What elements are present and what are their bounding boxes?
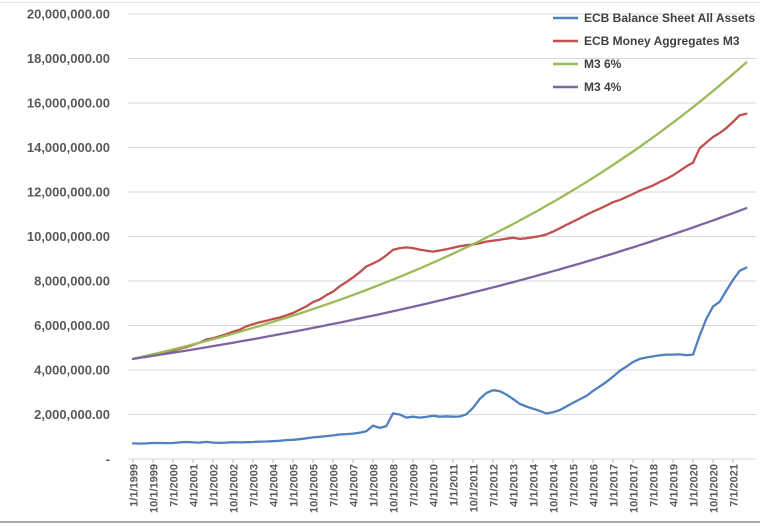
y-axis-label: 4,000,000.00	[34, 363, 110, 378]
legend-item-ecb-money-aggregates-m3[interactable]: ECB Money Aggregates M3	[553, 34, 740, 48]
x-axis-label: 4/1/2007	[349, 464, 361, 507]
x-axis-label: 10/1/2008	[389, 464, 401, 513]
x-axis-label: 7/1/2015	[569, 464, 581, 507]
y-axis-label: 14,000,000.00	[27, 140, 110, 155]
y-axis-label: 12,000,000.00	[27, 185, 110, 200]
y-axis-label: 6,000,000.00	[34, 318, 110, 333]
y-axis-label: 2,000,000.00	[34, 407, 110, 422]
x-axis-label: 7/1/2012	[489, 464, 501, 507]
x-axis-label: 4/1/2016	[589, 464, 601, 507]
x-axis-label: 1/1/2017	[609, 464, 621, 507]
series-line-m3-6	[131, 61, 748, 361]
x-axis-label: 1/1/2011	[449, 464, 461, 506]
x-axis-label: 4/1/2013	[509, 464, 521, 507]
x-axis-label: 1/1/2020	[689, 464, 701, 507]
x-axis-label: 10/1/2014	[549, 463, 561, 513]
x-axis-label: 10/1/2011	[469, 464, 481, 512]
x-axis-label: 7/1/2021	[729, 464, 741, 507]
x-axis-label: 10/1/2005	[309, 464, 321, 513]
x-axis-label: 1/1/1999	[129, 464, 141, 507]
x-axis-label: 4/1/2019	[669, 464, 681, 507]
y-axis-label: 20,000,000.00	[27, 7, 110, 22]
x-axis-label: 10/1/1999	[149, 464, 161, 513]
x-axis-label: 10/1/2002	[229, 464, 241, 513]
y-axis-label: 10,000,000.00	[27, 229, 110, 244]
legend-item-m3-6[interactable]: M3 6%	[553, 57, 622, 71]
x-axis-label: 7/1/2018	[649, 464, 661, 507]
x-axis-label: 1/1/2005	[289, 464, 301, 507]
y-axis-label: 18,000,000.00	[27, 51, 110, 66]
x-axis-label: 4/1/2010	[429, 464, 441, 507]
x-axis-label: 7/1/2003	[249, 464, 261, 507]
legend-label: ECB Money Aggregates M3	[584, 34, 740, 48]
legend-label: M3 6%	[584, 57, 622, 71]
series-line-m3-4	[131, 207, 748, 361]
legend-item-m3-4[interactable]: M3 4%	[553, 80, 622, 94]
x-axis-label: 1/1/2014	[529, 463, 541, 507]
legend-item-ecb-balance-sheet-all-assets[interactable]: ECB Balance Sheet All Assets	[553, 11, 756, 25]
top-border-line	[0, 2, 760, 3]
series-line-ecb-money-aggregates-m3	[131, 112, 748, 361]
x-axis-label: 4/1/2001	[189, 464, 201, 507]
x-axis-label: 4/1/2004	[269, 463, 281, 507]
series-line-ecb-balance-sheet-all-assets	[131, 266, 748, 445]
legend-label: M3 4%	[584, 80, 622, 94]
x-axis-label: 1/1/2008	[369, 464, 381, 507]
legend-label: ECB Balance Sheet All Assets	[584, 11, 756, 25]
x-axis-label: 1/1/2002	[209, 464, 221, 507]
bottom-border-line	[0, 521, 760, 523]
x-axis-label: 7/1/2009	[409, 464, 421, 507]
y-axis-label: 16,000,000.00	[27, 96, 110, 111]
y-axis-label: 8,000,000.00	[34, 274, 110, 289]
x-axis-label: 10/1/2017	[629, 464, 641, 513]
x-axis-label: 7/1/2000	[169, 464, 181, 507]
y-axis-label: -	[106, 452, 110, 467]
x-axis-label: 10/1/2020	[709, 464, 721, 513]
x-axis-label: 7/1/2006	[329, 464, 341, 507]
